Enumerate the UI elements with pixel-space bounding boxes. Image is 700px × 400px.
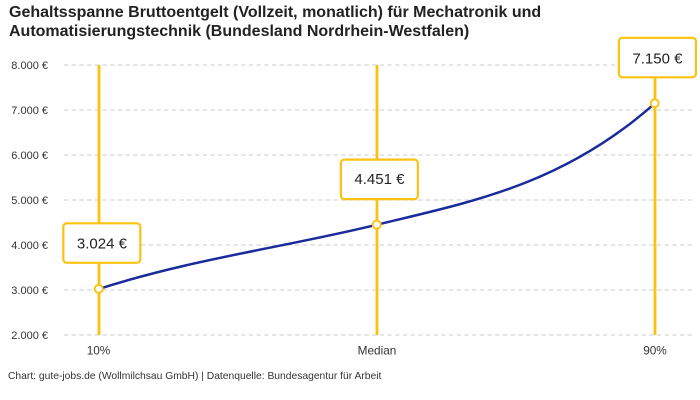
svg-text:2.000 €: 2.000 €: [11, 330, 48, 342]
svg-text:6.000 €: 6.000 €: [11, 150, 48, 162]
svg-text:3.024 €: 3.024 €: [77, 236, 128, 253]
svg-text:8.000 €: 8.000 €: [11, 60, 48, 72]
svg-text:4.000 €: 4.000 €: [11, 240, 48, 252]
svg-text:5.000 €: 5.000 €: [11, 195, 48, 207]
svg-text:3.000 €: 3.000 €: [11, 285, 48, 297]
svg-text:Median: Median: [358, 344, 397, 358]
svg-text:90%: 90%: [643, 344, 667, 358]
svg-text:7.000 €: 7.000 €: [11, 105, 48, 117]
svg-text:4.451 €: 4.451 €: [354, 171, 405, 188]
svg-text:7.150 €: 7.150 €: [632, 50, 683, 67]
svg-text:10%: 10%: [87, 344, 111, 358]
